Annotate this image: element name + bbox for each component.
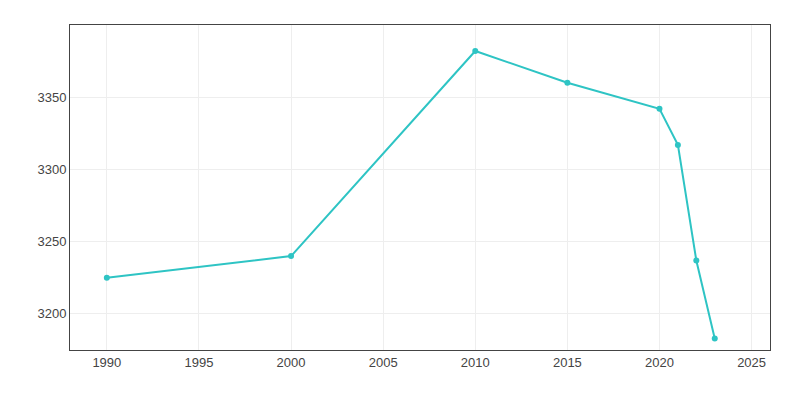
svg-text:2005: 2005	[369, 355, 398, 370]
svg-text:2010: 2010	[461, 355, 490, 370]
svg-text:3250: 3250	[37, 234, 66, 249]
svg-text:3200: 3200	[37, 306, 66, 321]
svg-text:2025: 2025	[737, 355, 766, 370]
svg-text:3300: 3300	[37, 162, 66, 177]
svg-text:2000: 2000	[277, 355, 306, 370]
svg-text:1990: 1990	[92, 355, 121, 370]
svg-text:2015: 2015	[553, 355, 582, 370]
svg-text:2020: 2020	[645, 355, 674, 370]
svg-text:1995: 1995	[184, 355, 213, 370]
svg-text:3350: 3350	[37, 90, 66, 105]
